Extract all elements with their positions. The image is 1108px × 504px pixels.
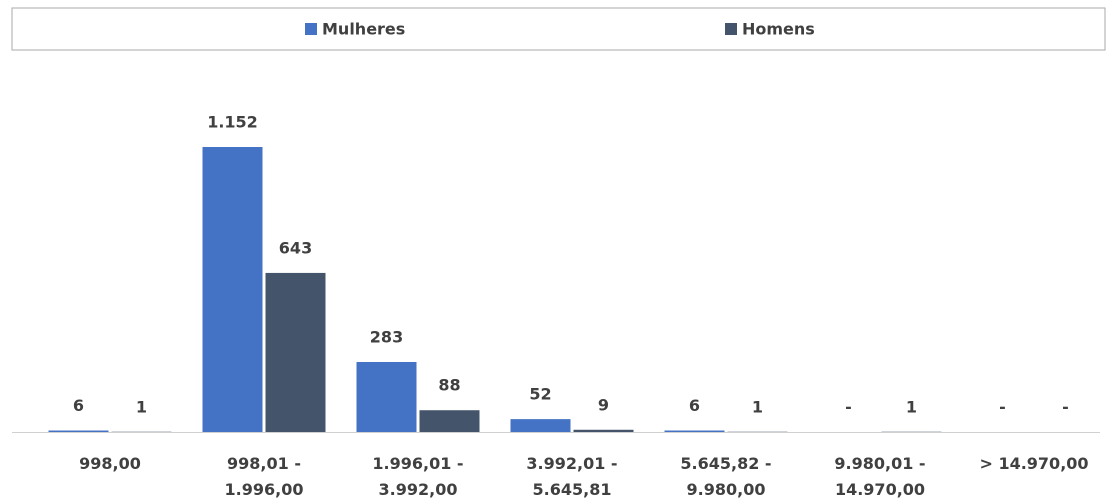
bar	[202, 147, 263, 432]
data-label: 1.152	[207, 113, 258, 132]
data-label: 88	[438, 376, 460, 395]
x-tick-label: 998,01 - 1.996,00	[224, 454, 304, 499]
data-label: 283	[370, 327, 403, 346]
x-tick-label: 998,00	[79, 454, 141, 473]
x-tick-label: 5.645,82 - 9.980,00	[680, 454, 772, 499]
legend-swatch	[305, 23, 317, 35]
data-label: 6	[73, 396, 84, 415]
bar	[265, 272, 326, 432]
x-tick-label: > 14.970,00	[979, 454, 1089, 473]
bar	[419, 410, 480, 432]
data-label: 9	[598, 395, 609, 414]
bar	[510, 419, 571, 432]
data-label: 1	[752, 397, 763, 416]
data-label: 1	[136, 397, 147, 416]
data-label: -	[999, 398, 1006, 417]
bar	[573, 429, 634, 432]
x-tick-label: 1.996,01 - 3.992,00	[372, 454, 464, 499]
x-tick-label: 9.980,01 - 14.970,00	[834, 454, 926, 499]
data-label: -	[1062, 398, 1069, 417]
data-label: -	[845, 398, 852, 417]
bar	[356, 361, 417, 432]
bar	[664, 430, 725, 432]
data-label: 643	[279, 238, 312, 257]
x-tick-label: 3.992,01 - 5.645,81	[526, 454, 618, 499]
legend-label: Homens	[742, 20, 815, 39]
legend-box	[11, 7, 1106, 51]
data-label: 6	[689, 396, 700, 415]
legend-label: Mulheres	[322, 20, 405, 39]
data-label: 52	[529, 385, 551, 404]
legend-swatch	[725, 23, 737, 35]
data-label: 1	[906, 397, 917, 416]
bar	[48, 430, 109, 432]
